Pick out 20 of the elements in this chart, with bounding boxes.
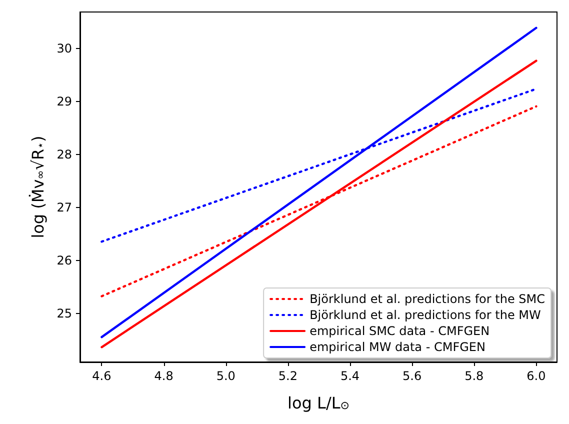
x-tick-label: 6.0 xyxy=(526,369,546,383)
y-tick-label: 27 xyxy=(56,200,72,215)
legend-label: empirical MW data - CMFGEN xyxy=(310,340,486,354)
y-tick-label: 29 xyxy=(56,94,72,109)
y-tick-label: 30 xyxy=(56,42,72,56)
x-tick-label: 5.4 xyxy=(340,369,360,383)
y-tick-label: 26 xyxy=(56,254,72,268)
y-tick-label: 28 xyxy=(56,148,72,162)
x-tick-label: 5.6 xyxy=(402,369,422,383)
x-tick-label: 5.2 xyxy=(278,369,298,383)
x-tick-label: 5.8 xyxy=(464,369,484,383)
x-tick-label: 5.0 xyxy=(216,369,236,383)
x-tick-label: 4.6 xyxy=(92,369,112,383)
y-axis-title: log (Ṁv∞√R⋆) xyxy=(28,136,48,238)
x-axis-title: log L/L⊙ xyxy=(288,394,350,412)
legend-label: Björklund et al. predictions for the SMC xyxy=(310,292,546,306)
legend-label: Björklund et al. predictions for the MW xyxy=(310,308,542,322)
x-tick-label: 4.8 xyxy=(154,369,174,383)
legend-label: empirical SMC data - CMFGEN xyxy=(310,324,490,338)
y-tick-label: 25 xyxy=(56,306,72,321)
